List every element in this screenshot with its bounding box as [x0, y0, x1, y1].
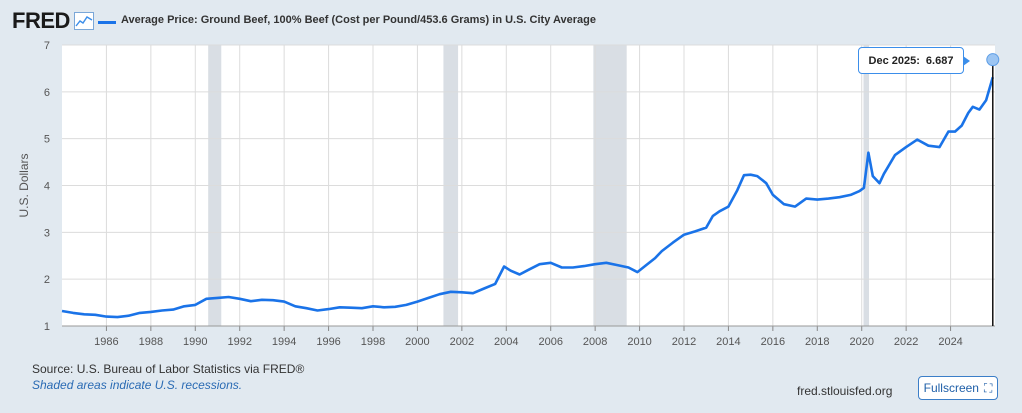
x-tick-label: 1992 — [227, 336, 251, 348]
x-tick-label: 2014 — [716, 336, 740, 348]
y-tick-label: 5 — [44, 134, 50, 146]
y-tick-label: 4 — [44, 181, 50, 193]
x-tick-label: 2006 — [538, 336, 562, 348]
tooltip-label: Dec 2025: — [868, 54, 920, 67]
hover-point[interactable] — [986, 53, 1000, 67]
x-tick-label: 2018 — [805, 336, 829, 348]
series-layer — [61, 76, 995, 319]
y-tick-label: 7 — [44, 40, 50, 52]
fullscreen-button[interactable]: Fullscreen ⛶ — [918, 376, 998, 400]
tooltip: Dec 2025: 6.687 — [858, 47, 970, 74]
y-axis-label: U.S. Dollars — [17, 153, 31, 217]
y-tick-label: 1 — [44, 321, 50, 333]
source-note: Source: U.S. Bureau of Labor Statistics … — [32, 362, 305, 376]
x-tick-label: 2016 — [761, 336, 785, 348]
x-tick-label: 1994 — [272, 336, 296, 348]
site-link[interactable]: fred.stlouisfed.org — [797, 384, 893, 398]
y-axis: 1 2 3 4 5 6 7 — [44, 40, 50, 333]
x-tick-label: 2024 — [938, 336, 962, 348]
x-tick-label: 2002 — [450, 336, 474, 348]
x-tick-label: 2010 — [627, 336, 651, 348]
x-tick-label: 1998 — [361, 336, 385, 348]
x-tick-label: 1988 — [139, 336, 163, 348]
x-tick-label: 2008 — [583, 336, 607, 348]
tooltip-value: 6.687 — [925, 54, 954, 67]
x-tick-label: 2022 — [894, 336, 918, 348]
fullscreen-label: Fullscreen — [923, 381, 979, 395]
y-tick-label: 6 — [44, 87, 50, 99]
y-tick-label: 3 — [44, 227, 50, 239]
x-tick-label: 2004 — [494, 336, 518, 348]
legend-label: Average Price: Ground Beef, 100% Beef (C… — [121, 14, 596, 26]
grid-lines — [62, 44, 995, 327]
x-tick-label: 2012 — [672, 336, 696, 348]
legend-swatch — [98, 21, 116, 24]
series-line-0 — [61, 76, 995, 319]
expand-icon: ⛶ — [983, 381, 993, 395]
fred-logo[interactable]: FRED — [12, 8, 70, 33]
y-tick-label: 2 — [44, 274, 50, 286]
line-chart-icon — [74, 12, 94, 30]
x-tick-label: 1996 — [316, 336, 340, 348]
x-tick-label: 2000 — [405, 336, 429, 348]
x-tick-label: 1990 — [183, 336, 207, 348]
recession-note: Shaded areas indicate U.S. recessions. — [32, 378, 243, 392]
x-axis: 1986 1988 1990 1992 1994 1996 1998 2000 2002 2004… — [62, 325, 995, 348]
x-tick-label: 1986 — [94, 336, 118, 348]
x-tick-label: 2020 — [849, 336, 873, 348]
